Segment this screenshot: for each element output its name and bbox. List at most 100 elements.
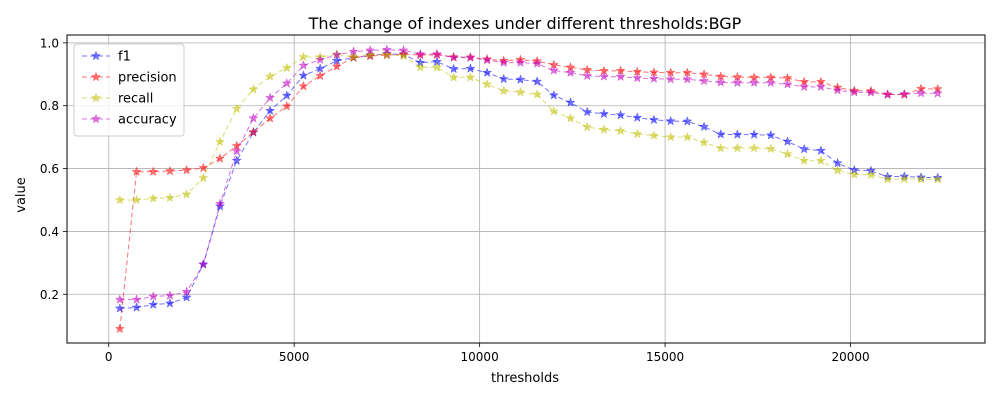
data-point-accuracy xyxy=(715,77,726,87)
x-tick-label: 20000 xyxy=(831,350,869,364)
data-point-accuracy xyxy=(381,44,392,55)
data-point-f1 xyxy=(448,63,459,74)
data-point-recall xyxy=(698,137,710,147)
data-point-f1 xyxy=(498,73,509,84)
data-point-recall xyxy=(582,121,593,132)
data-point-accuracy xyxy=(765,77,776,88)
data-point-recall xyxy=(515,86,526,97)
data-point-recall xyxy=(481,79,493,89)
data-point-accuracy xyxy=(632,72,643,83)
series-line-precision xyxy=(119,53,938,329)
legend-marker-f1 xyxy=(90,50,102,61)
data-point-accuracy xyxy=(565,67,576,78)
series-layer xyxy=(114,44,943,334)
data-point-recall xyxy=(248,84,259,94)
data-point-recall xyxy=(815,155,826,166)
data-point-recall xyxy=(448,72,459,82)
data-point-accuracy xyxy=(431,48,443,59)
data-point-f1 xyxy=(665,115,676,126)
data-point-precision xyxy=(164,165,175,176)
data-point-f1 xyxy=(164,298,175,308)
series-line-recall xyxy=(119,53,938,201)
data-point-accuracy xyxy=(148,291,159,301)
axes: 0 5000 10000 15000 20000 0.2 0.4 0.6 0.8 1.0 xyxy=(40,36,870,364)
data-point-accuracy xyxy=(315,54,326,65)
grid xyxy=(67,35,985,343)
data-point-recall xyxy=(682,131,693,142)
data-point-accuracy xyxy=(582,70,593,81)
data-point-accuracy xyxy=(248,112,259,123)
data-point-f1 xyxy=(648,114,660,125)
series-line-f1 xyxy=(119,53,938,309)
series-f1 xyxy=(114,48,943,313)
series-recall xyxy=(114,49,943,205)
data-point-accuracy xyxy=(281,78,292,88)
data-point-accuracy xyxy=(131,294,142,304)
data-point-recall xyxy=(398,50,409,61)
data-point-recall xyxy=(415,62,426,72)
data-point-f1 xyxy=(548,90,559,100)
data-point-accuracy xyxy=(164,290,175,300)
data-point-f1 xyxy=(565,97,576,107)
data-point-recall xyxy=(148,193,159,203)
data-point-recall xyxy=(298,51,309,62)
data-point-precision xyxy=(198,162,209,173)
legend-label-recall: recall xyxy=(118,92,153,107)
legend-marker-accuracy xyxy=(90,113,102,124)
data-point-recall xyxy=(164,192,175,203)
data-point-recall xyxy=(198,172,209,183)
data-point-accuracy xyxy=(698,75,710,86)
data-point-recall xyxy=(381,49,392,59)
series-line-accuracy xyxy=(119,49,938,301)
data-point-recall xyxy=(498,85,509,96)
data-point-f1 xyxy=(732,129,743,139)
data-point-accuracy xyxy=(198,259,209,269)
data-point-recall xyxy=(882,173,893,184)
data-point-accuracy xyxy=(231,145,242,156)
data-point-precision xyxy=(181,164,192,175)
data-point-accuracy xyxy=(398,45,409,55)
data-point-accuracy xyxy=(915,87,927,98)
data-point-recall xyxy=(899,173,910,184)
x-tick-label: 10000 xyxy=(461,350,499,364)
data-point-recall xyxy=(715,142,726,153)
data-point-accuracy xyxy=(749,77,760,88)
data-point-accuracy xyxy=(899,88,910,99)
y-tick-label: 0.8 xyxy=(40,99,59,113)
data-point-f1 xyxy=(231,155,242,166)
y-tick-label: 0.6 xyxy=(40,162,59,176)
data-point-precision xyxy=(298,80,309,91)
data-point-accuracy xyxy=(865,87,877,97)
data-point-accuracy xyxy=(515,57,526,67)
data-point-recall xyxy=(765,143,776,154)
data-point-f1 xyxy=(749,129,760,139)
data-point-precision xyxy=(331,61,342,71)
data-point-accuracy xyxy=(598,71,609,81)
y-tick-label: 0.4 xyxy=(40,225,59,239)
data-point-recall xyxy=(915,173,927,184)
series-precision xyxy=(114,48,943,334)
data-point-precision xyxy=(265,112,276,123)
data-point-f1 xyxy=(465,63,476,73)
data-point-recall xyxy=(231,103,242,114)
data-point-f1 xyxy=(148,299,159,309)
data-point-recall xyxy=(598,124,609,134)
data-point-recall xyxy=(214,136,226,147)
data-point-f1 xyxy=(765,129,776,140)
x-tick-label: 0 xyxy=(105,350,113,364)
data-point-recall xyxy=(749,142,760,153)
legend-box xyxy=(73,43,185,137)
data-point-recall xyxy=(615,125,626,136)
chart-title: The change of indexes under different th… xyxy=(308,14,742,33)
data-point-precision xyxy=(148,166,159,177)
legend: f1 precision recall accuracy xyxy=(73,43,185,137)
x-tick-label: 15000 xyxy=(646,350,684,364)
data-point-f1 xyxy=(615,109,626,120)
data-point-accuracy xyxy=(782,79,793,89)
data-point-accuracy xyxy=(815,81,826,92)
y-tick-label: 1.0 xyxy=(40,36,59,50)
data-point-recall xyxy=(865,169,877,180)
data-point-recall xyxy=(265,71,276,81)
x-axis-label: thresholds xyxy=(491,371,559,386)
